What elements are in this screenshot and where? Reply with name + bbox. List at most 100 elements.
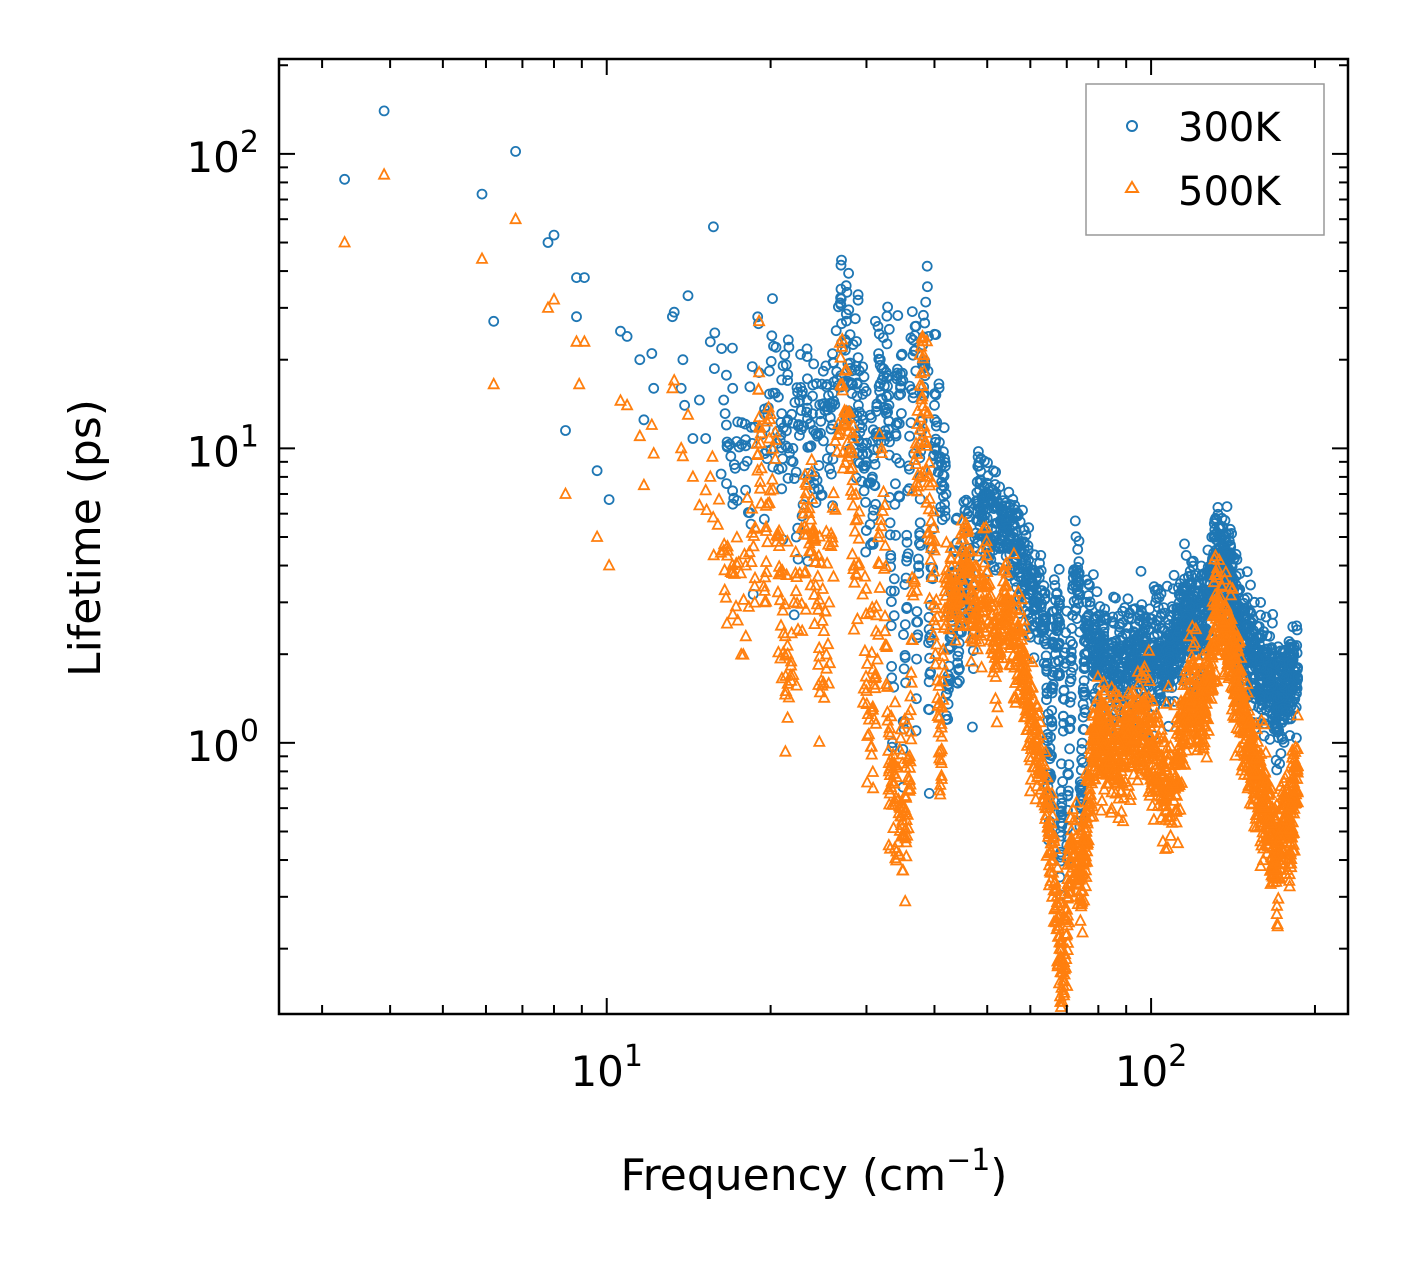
series-500k-point	[1291, 708, 1305, 721]
series-300k-point	[1053, 656, 1065, 667]
series-300k-point	[1154, 638, 1166, 649]
series-500k-point	[811, 657, 825, 670]
series-300k-point	[939, 505, 951, 517]
series-300k-point	[892, 310, 904, 321]
series-300k-point	[1025, 566, 1036, 578]
series-300k-point	[911, 653, 922, 665]
series-300k-point	[860, 496, 871, 508]
series-300k-point	[1065, 691, 1077, 703]
series-300k-point	[919, 317, 931, 329]
series-500k-point	[774, 618, 788, 631]
series-300k-point	[815, 415, 827, 427]
series-300k-point	[862, 477, 874, 489]
series-300k-point	[845, 378, 857, 390]
series-300k-point	[881, 402, 893, 414]
series-300k-point	[880, 404, 891, 416]
series-300k-point	[728, 492, 740, 504]
series-300k-point	[915, 540, 926, 551]
series-300k-point	[874, 385, 885, 397]
series-300k-point	[727, 382, 739, 394]
series-300k-point	[930, 329, 942, 341]
series-300k-point	[972, 500, 984, 512]
series-300k-point	[801, 351, 813, 362]
series-300k-point	[1191, 608, 1203, 620]
series-300k-point	[853, 365, 865, 377]
series-300k-point	[700, 433, 712, 444]
series-500k-point	[860, 683, 873, 696]
series-300k-point	[918, 309, 929, 321]
series-500k-point	[590, 529, 604, 542]
series-300k-point	[548, 229, 560, 241]
series-300k-point	[1041, 732, 1053, 744]
series-300k-point	[974, 484, 985, 496]
series-300k-point	[721, 441, 733, 453]
series-300k-point	[833, 301, 844, 313]
series-500k-point	[768, 451, 782, 464]
series-300k-point	[767, 293, 778, 305]
series-300k-point	[844, 329, 856, 341]
series-300k-point	[953, 664, 965, 676]
series-500k-point	[700, 502, 714, 515]
series-500k-point	[748, 578, 762, 592]
series-300k-point	[1078, 675, 1090, 687]
series-300k-point	[828, 395, 840, 407]
series-300k-point	[901, 555, 912, 567]
series-300k-point	[1083, 578, 1094, 590]
series-300k-point	[1175, 644, 1187, 656]
series-300k-point	[1010, 526, 1022, 537]
series-300k-point	[1048, 574, 1060, 586]
series-300k-point	[1073, 535, 1085, 547]
series-300k-point	[736, 417, 748, 429]
series-500k-point	[805, 452, 819, 466]
series-300k-point	[1031, 590, 1043, 602]
series-300k-point	[858, 485, 870, 497]
series-500k-point	[945, 559, 959, 573]
series-300k-point	[776, 408, 788, 420]
series-300k-point	[1046, 720, 1058, 732]
series-300k-point	[1158, 602, 1169, 613]
series-300k-point	[895, 380, 906, 392]
series-300k-point	[858, 382, 870, 394]
series-300k-point	[1100, 612, 1111, 624]
series-500k-point	[633, 428, 647, 442]
series-300k-point	[1067, 662, 1079, 673]
series-300k-point	[789, 473, 800, 484]
series-300k-point	[890, 478, 901, 490]
series-300k-point	[776, 374, 788, 386]
series-300k-point	[876, 393, 888, 405]
series-300k-point	[752, 311, 764, 323]
series-300k-point	[1135, 605, 1147, 616]
series-500k-point	[769, 432, 783, 445]
series-300k-point	[1053, 667, 1065, 679]
series-500k-point	[763, 483, 777, 496]
series-300k-point	[571, 272, 582, 284]
series-300k-point	[911, 693, 922, 705]
series-300k-point	[782, 375, 793, 386]
series-300k-point	[1004, 538, 1016, 550]
series-300k-point	[825, 423, 837, 435]
series-300k-point	[1124, 608, 1135, 619]
series-300k-point	[1221, 501, 1233, 513]
series-300k-point	[1048, 606, 1060, 617]
series-300k-point	[765, 355, 777, 367]
series-300k-point	[990, 466, 1001, 478]
series-300k-point	[967, 721, 978, 733]
series-300k-point	[907, 392, 919, 404]
series-300k-point	[1064, 716, 1076, 727]
series-300k-point	[687, 433, 699, 444]
series-300k-point	[909, 320, 921, 332]
series-300k-point	[694, 394, 705, 406]
series-500k-point	[843, 461, 857, 475]
series-500k-point	[667, 373, 681, 386]
series-300k-point	[840, 280, 852, 292]
series-300k-point	[1259, 646, 1271, 658]
series-500k-point	[929, 656, 943, 670]
series-300k-point	[1183, 571, 1194, 582]
series-300k-point	[1262, 643, 1273, 655]
series-300k-point	[893, 490, 905, 502]
series-300k-point	[784, 447, 795, 459]
series-300k-point	[835, 259, 847, 271]
series-300k-point	[805, 440, 817, 452]
series-300k-point	[1064, 743, 1075, 755]
series-300k-point	[1171, 631, 1183, 642]
